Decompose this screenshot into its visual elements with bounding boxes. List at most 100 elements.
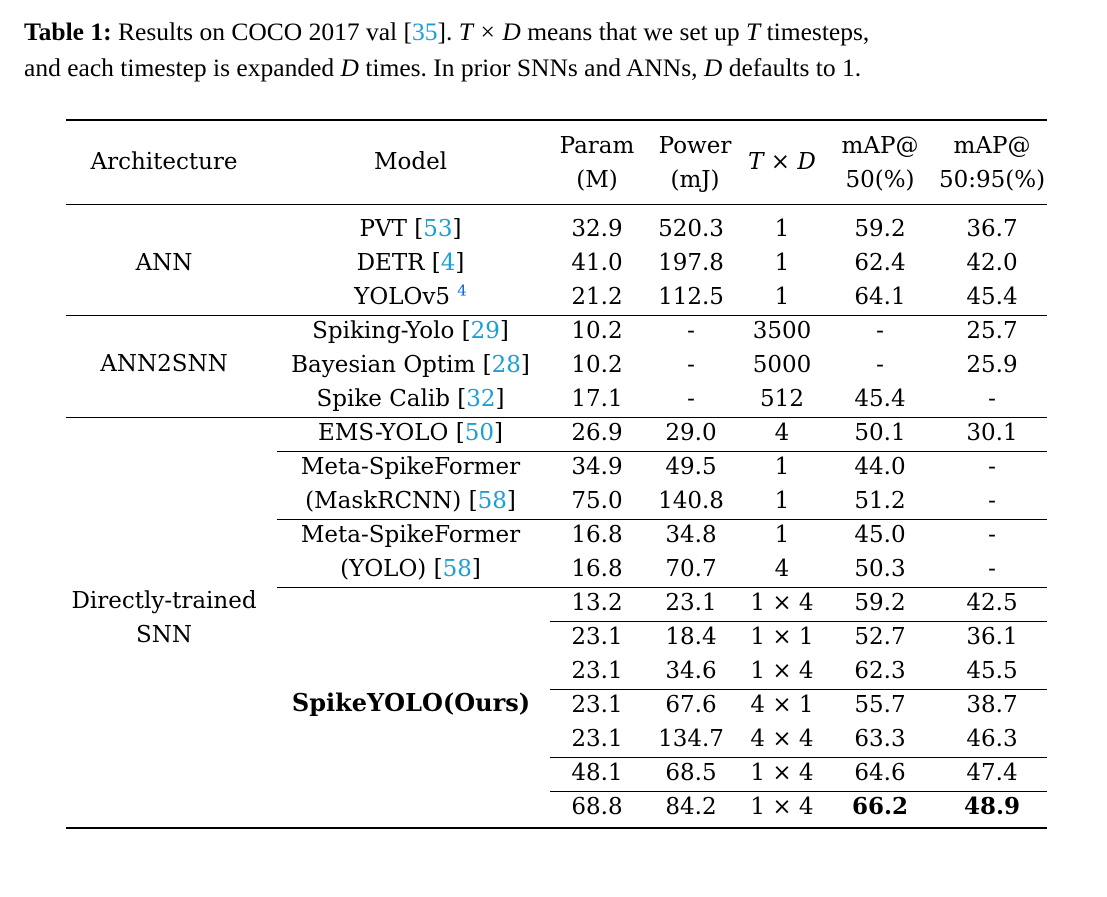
cell-power: 67.6 (665, 692, 717, 718)
cell-txd: 1 × 4 (750, 760, 814, 786)
citation-link[interactable]: 4 (440, 250, 456, 276)
cell-map50: - (876, 352, 884, 378)
model-spiking-yolo: Spiking-Yolo [29] (277, 314, 544, 348)
cell-txd: 4 × 1 (750, 692, 814, 718)
cell-txd: 1 (774, 488, 790, 514)
citation-link[interactable]: 53 (423, 216, 453, 242)
group-ann2snn: ANN2SNN (100, 351, 228, 377)
cell-map5095: 25.9 (966, 352, 1018, 378)
model-name: EMS-YOLO [ (318, 420, 465, 446)
header-map50-line2: 50(%) (845, 167, 915, 193)
cell-param: 17.1 (571, 386, 623, 412)
cell-map5095: 45.4 (966, 284, 1018, 310)
cell-txd: 1 (774, 454, 790, 480)
bracket: ] (506, 488, 516, 514)
model-rule (550, 791, 1047, 792)
header-map50: mAP@ 50(%) (828, 129, 932, 197)
cell-map5095: 45.5 (966, 658, 1018, 684)
cell-txd: 4 (774, 420, 790, 446)
group-rule (66, 315, 1047, 316)
bracket: ] (455, 250, 465, 276)
model-rule (550, 757, 1047, 758)
cell-param: 68.8 (571, 794, 623, 820)
cell-map5095: 42.5 (966, 590, 1018, 616)
header-txd: T × D (748, 149, 816, 175)
cell-power: 70.7 (665, 556, 717, 582)
model-meta-maskrcnn-line2: (MaskRCNN) [58] (277, 484, 544, 518)
model-spike-calib: Spike Calib [32] (277, 382, 544, 416)
model-name: (MaskRCNN) [ (305, 488, 478, 514)
citation-link[interactable]: 28 (491, 352, 521, 378)
cell-param: 41.0 (571, 250, 623, 276)
bracket: ] (520, 352, 530, 378)
header-architecture: Architecture (90, 149, 238, 175)
header-param-line2: (M) (576, 167, 618, 193)
model-meta-yolo-line1: Meta-SpikeFormer (300, 522, 521, 548)
cell-param: 23.1 (571, 658, 623, 684)
footnote-link[interactable]: 4 (457, 281, 467, 300)
cell-power: - (687, 352, 695, 378)
citation-link[interactable]: 50 (464, 420, 494, 446)
cell-map50: 59.2 (854, 216, 906, 242)
cell-param: 23.1 (571, 726, 623, 752)
model-yolov5: YOLOv5 4 (277, 280, 544, 314)
citation-link[interactable]: 29 (470, 318, 500, 344)
caption-text: and each timestep is expanded (24, 53, 341, 82)
cell-param: 16.8 (571, 522, 623, 548)
model-detr: DETR [4] (277, 246, 544, 280)
caption-math: T × D (458, 17, 521, 46)
model-ems-yolo: EMS-YOLO [50] (277, 416, 544, 450)
caption-math: T (746, 17, 761, 46)
header-param-line1: Param (559, 133, 635, 159)
model-rule (277, 587, 1047, 588)
header-power-line1: Power (658, 133, 732, 159)
cell-map5095: - (988, 488, 996, 514)
cell-param: 34.9 (571, 454, 623, 480)
model-name: Bayesian Optim [ (291, 352, 492, 378)
cell-map50: 50.3 (854, 556, 906, 582)
header-model: Model (373, 149, 448, 175)
citation-link[interactable]: 35 (411, 17, 438, 46)
header-map5095-line2: 50:95(%) (938, 167, 1046, 193)
cell-map5095: 36.1 (966, 624, 1018, 650)
model-name: PVT [ (359, 216, 424, 242)
cell-param: 13.2 (571, 590, 623, 616)
header-rule (66, 204, 1047, 205)
header-param: Param (M) (550, 129, 644, 197)
bottom-rule (66, 827, 1047, 829)
cell-param: 23.1 (571, 692, 623, 718)
cell-map50: 55.7 (854, 692, 906, 718)
cell-map5095: 47.4 (966, 760, 1018, 786)
cell-map5095: 25.7 (966, 318, 1018, 344)
cell-power: 134.7 (658, 726, 724, 752)
citation-link[interactable]: 32 (466, 386, 496, 412)
model-name: DETR [ (356, 250, 441, 276)
model-name: Spike Calib [ (316, 386, 467, 412)
cell-map5095: 38.7 (966, 692, 1018, 718)
bracket: ] (471, 556, 481, 582)
cell-txd: 4 × 4 (750, 726, 814, 752)
cell-map5095: 42.0 (966, 250, 1018, 276)
caption-line-1: Table 1: Results on COCO 2017 val [35]. … (24, 14, 1104, 50)
cell-map50: 66.2 (851, 793, 909, 820)
cell-power: 197.8 (658, 250, 724, 276)
caption-text: Results on COCO 2017 val [ (111, 17, 412, 46)
cell-map50: 64.1 (854, 284, 906, 310)
cell-txd: 1 (774, 216, 790, 242)
citation-link[interactable]: 58 (442, 556, 472, 582)
bracket: ] (452, 216, 462, 242)
caption-label: Table 1: (24, 17, 112, 46)
model-name: YOLOv5 (354, 284, 458, 310)
cell-power: - (687, 386, 695, 412)
cell-txd: 5000 (752, 352, 812, 378)
citation-link[interactable]: 58 (477, 488, 507, 514)
cell-txd: 1 × 4 (750, 658, 814, 684)
cell-map5095: - (988, 454, 996, 480)
header-map50-line1: mAP@ (841, 133, 919, 159)
cell-param: 23.1 (571, 624, 623, 650)
cell-param: 16.8 (571, 556, 623, 582)
cell-txd: 4 (774, 556, 790, 582)
caption-math: D (703, 53, 723, 82)
cell-map5095: 36.7 (966, 216, 1018, 242)
cell-txd: 1 (774, 250, 790, 276)
